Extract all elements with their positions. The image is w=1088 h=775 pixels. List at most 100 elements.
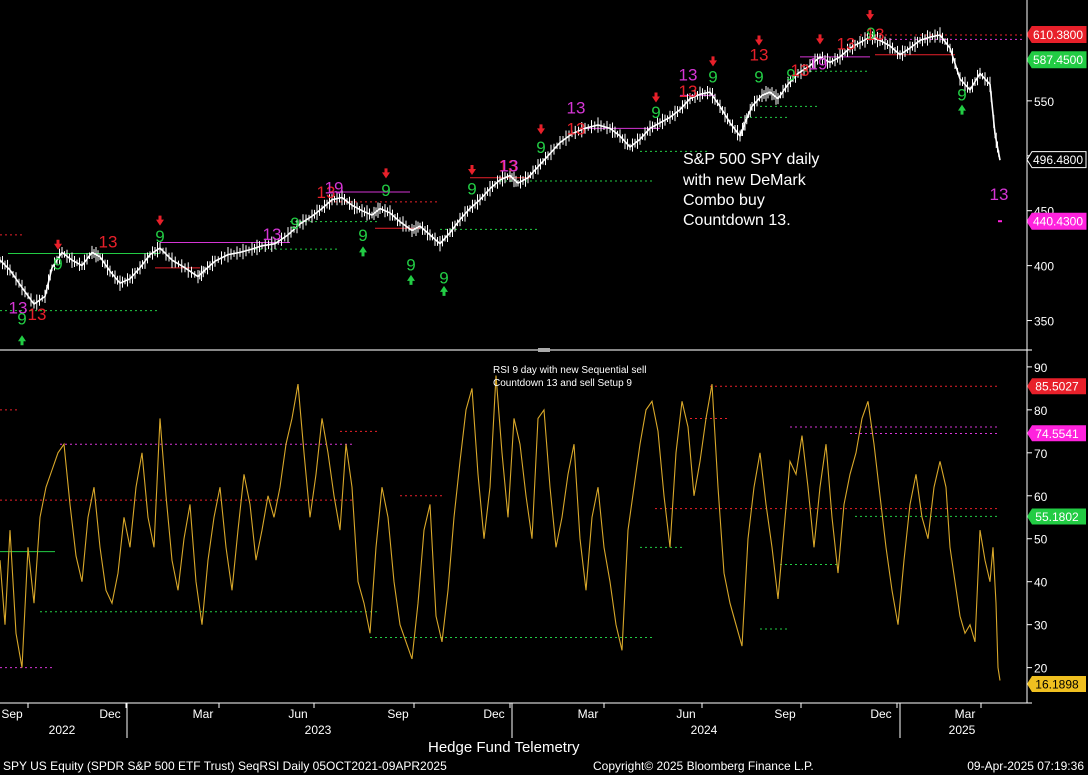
demark-count-label: 9 (754, 68, 763, 87)
x-tick-label: Sep (774, 707, 796, 721)
rsi-panel (0, 375, 1001, 681)
demark-count-label: 9 (708, 68, 717, 87)
x-tick-label: Sep (1, 707, 23, 721)
demark-count-label: 13 (750, 46, 769, 65)
rsi-y-tick-label: 90 (1034, 361, 1048, 375)
x-tick-label: Mar (578, 707, 599, 721)
price-annotation-line-1: S&P 500 SPY daily (683, 151, 819, 168)
demark-count-label: 9 (957, 85, 966, 104)
demark-count-label: 9 (17, 309, 26, 328)
rsi-tag-2 (1027, 508, 1086, 525)
demark-count-label: 9 (358, 226, 367, 245)
price-y-tick-label: 350 (1034, 315, 1054, 329)
sell-arrow-icon (755, 35, 763, 46)
sell-arrow-icon (709, 56, 717, 67)
rsi-y-tick-label: 40 (1034, 576, 1048, 590)
year-tick-label: 2025 (949, 723, 976, 737)
price-annotation-line-2: with new DeMark (682, 172, 807, 189)
x-tick-label: Mar (193, 707, 214, 721)
x-tick-label: Sep (387, 707, 409, 721)
demark-count-label: 9 (155, 227, 164, 246)
demark-count-label: 9 (651, 103, 660, 122)
sell-arrow-icon (468, 165, 476, 176)
demark-count-label: 9 (290, 214, 299, 233)
demark-count-label: 9 (53, 254, 62, 273)
price-tag-label-2: 496.4800 (1033, 153, 1083, 167)
rsi-tag-label-0: 85.5027 (1035, 380, 1079, 394)
buy-arrow-icon (440, 285, 448, 296)
panel-resize-handle[interactable] (538, 348, 550, 352)
footer-brand: Hedge Fund Telemetry (428, 739, 580, 756)
buy-arrow-icon (958, 104, 966, 115)
demark-count-label: 9 (866, 24, 875, 43)
sell-arrow-icon (382, 168, 390, 179)
x-tick-label: Dec (99, 707, 120, 721)
rsi-y-tick-label: 30 (1034, 619, 1048, 633)
demark-count-label: 9 (786, 65, 795, 84)
demark-count-label: 13 (791, 61, 810, 80)
x-tick-label: Jun (676, 707, 695, 721)
sell-arrow-icon (652, 92, 660, 103)
demark-count-label: 13 (28, 305, 47, 324)
buy-arrow-icon (407, 274, 415, 285)
demark-count-label: 13 (866, 25, 885, 44)
demark-count-label: 13 (9, 298, 28, 317)
demark-count-label: 19 (325, 179, 344, 198)
price-tag-1 (1026, 51, 1087, 69)
x-tick-label: Mar (955, 707, 976, 721)
demark-count-label: 9 (467, 180, 476, 199)
demark-count-label: 19 (809, 55, 828, 74)
axes: 350400450500550610.3800587.4500496.48004… (1, 26, 1087, 738)
demark-count-label: 13 (679, 82, 698, 101)
footer-ticker: SPY US Equity (SPDR S&P 500 ETF Trust) S… (3, 759, 447, 773)
price-tag-3 (1026, 212, 1087, 230)
rsi-tag-3 (1027, 675, 1086, 692)
rsi-y-tick-label: 20 (1034, 662, 1048, 676)
rsi-tag-0 (1027, 378, 1086, 395)
buy-arrow-icon (18, 335, 26, 346)
rsi-y-tick-label: 70 (1034, 447, 1048, 461)
rsi-tag-label-2: 55.1802 (1035, 510, 1079, 524)
target-marker (998, 220, 1002, 223)
price-y-tick-label: 550 (1034, 95, 1054, 109)
rsi-y-tick-label: 60 (1034, 490, 1048, 504)
sell-arrow-icon (54, 239, 62, 250)
price-tag-label-3: 440.4300 (1033, 215, 1083, 229)
year-tick-label: 2024 (691, 723, 718, 737)
buy-arrow-icon (359, 246, 367, 257)
demark-count-label: 13 (679, 65, 698, 84)
rsi-y-tick-label: 80 (1034, 404, 1048, 418)
demark-count-label: 13 (317, 183, 336, 202)
rsi-tag-1 (1027, 425, 1086, 442)
sell-arrow-icon (866, 10, 874, 21)
rsi-tag-label-3: 16.1898 (1035, 677, 1079, 691)
price-tag-label-1: 587.4500 (1033, 53, 1083, 67)
year-tick-label: 2023 (305, 723, 332, 737)
rsi-tag-label-1: 74.5541 (1035, 427, 1079, 441)
x-tick-label: Jun (288, 707, 307, 721)
sell-arrow-icon (156, 215, 164, 226)
price-annotation-line-4: Countdown 13. (683, 212, 791, 229)
demark-count-label: 13 (99, 232, 118, 251)
x-tick-label: Dec (870, 707, 891, 721)
sell-arrow-icon (816, 34, 824, 45)
demark-count-label: 13 (263, 225, 282, 244)
demark-count-label: 9 (536, 138, 545, 157)
footer-timestamp: 09-Apr-2025 07:19:36 (967, 759, 1084, 773)
sell-arrow-icon (537, 124, 545, 135)
demark-count-label: 13 (499, 157, 518, 176)
demark-count-label: 9 (406, 256, 415, 275)
rsi-series-line (0, 375, 1001, 681)
price-tag-0 (1026, 26, 1087, 44)
x-tick-label: Dec (483, 707, 504, 721)
demark-count-label: 13 (990, 185, 1009, 204)
price-tag-2 (1026, 151, 1087, 169)
demark-count-label: 13 (567, 98, 586, 117)
demark-count-label: 13 (837, 35, 856, 54)
rsi-annotation-line-2: Countdown 13 and sell Setup 9 (493, 378, 632, 389)
year-tick-label: 2022 (49, 723, 76, 737)
footer-copyright: Copyright© 2025 Bloomberg Finance L.P. (593, 759, 814, 773)
